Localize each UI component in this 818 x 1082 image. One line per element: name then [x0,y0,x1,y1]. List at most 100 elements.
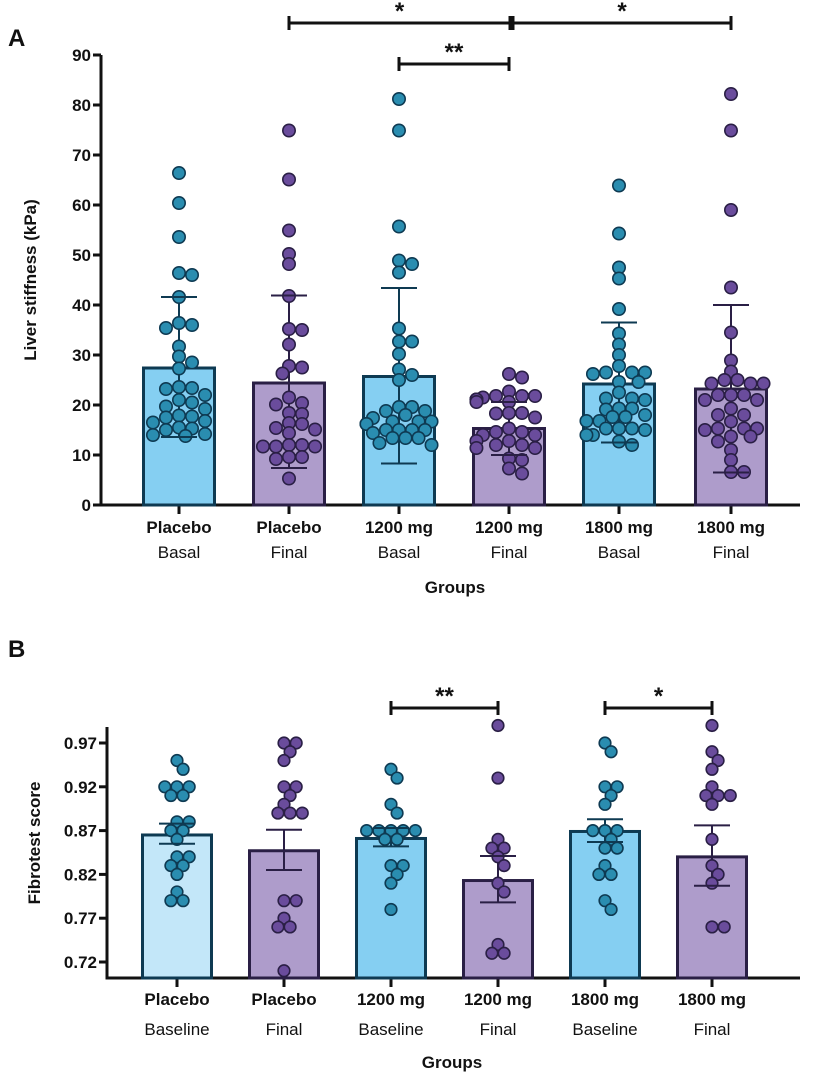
data-point [491,718,505,733]
data-point [398,430,413,445]
data-point [598,894,612,908]
data-point [360,823,374,838]
data-point [497,946,511,960]
data-point [185,355,200,370]
x-tick-sublabel: Final [271,543,308,562]
data-point [723,401,738,416]
data-point [281,449,296,464]
data-point [528,440,543,455]
data-point [185,380,200,395]
data-point [598,421,613,436]
error-bars-a [161,287,749,474]
data-point [378,832,392,846]
y-tick-label: 80 [72,96,91,115]
x-tick-label: 1200 mg [357,990,425,1009]
x-tick-sublabel: Baseline [572,1020,637,1039]
data-point [501,421,516,436]
data-point [743,376,758,391]
data-point [271,920,285,934]
data-point [295,416,310,431]
data-point [391,372,406,387]
data-point [705,797,719,811]
data-point [515,424,530,439]
data-point [281,337,296,352]
data-point [723,429,738,444]
x-tick-label: Placebo [144,990,209,1009]
data-point [618,409,633,424]
data-point [176,894,190,908]
data-point [501,461,516,476]
data-point [176,762,190,776]
y-tick-label: 0.72 [64,953,97,972]
data-point [631,374,646,389]
data-point [611,385,626,400]
data-point [638,365,653,380]
y-tick-label: 0.92 [64,778,97,797]
data-point [497,885,511,899]
data-point [176,788,190,803]
data-point [198,387,213,402]
data-point [289,780,303,794]
x-tick-sublabel: Final [480,1020,517,1039]
y-tick-label: 50 [72,246,91,265]
data-point [384,876,398,890]
x-tick-label: Placebo [251,990,316,1009]
data-point [308,422,323,437]
data-point [610,823,624,838]
data-point [164,823,178,838]
x-tick-label: 1800 mg [678,990,746,1009]
data-point [384,902,398,917]
data-point [411,430,426,445]
x-tick-label: 1200 mg [365,518,433,537]
data-point [385,430,400,445]
data-point [283,745,297,759]
y-tick-label: 70 [72,146,91,165]
data-point [469,394,484,409]
panel-b: B 0.72 0.77 0.82 0.87 0.92 0.97 Placebo Baselin… [8,636,800,1072]
data-point [295,360,310,375]
data-point [172,408,187,423]
data-point [697,422,712,437]
data-point [756,376,771,391]
data-point [501,366,516,381]
data-point [723,123,738,138]
data-point [723,788,737,803]
data-point [723,87,738,102]
data-point [390,771,404,785]
x-axis-title-b: Groups [422,1053,482,1072]
data-point [283,806,297,820]
data-point [390,867,404,882]
x-tick-label: 1800 mg [697,518,765,537]
data-point [723,325,738,340]
data-point [611,226,626,241]
data-point [598,859,612,873]
data-point [281,437,296,452]
data-point [723,203,738,218]
data-point [164,894,178,908]
data-point [586,823,600,838]
data-point [469,440,484,455]
points-a [145,87,771,486]
data-point [277,894,291,908]
data-point [611,178,626,193]
data-point [172,379,187,394]
data-point [488,424,503,439]
data-point [717,920,731,934]
data-point [170,832,184,846]
data-point [275,366,290,381]
data-point [182,780,196,794]
data-point [281,172,296,187]
data-point [730,372,745,387]
data-point [283,920,297,934]
error-bars-b [159,818,730,904]
data-point [172,230,187,245]
data-point [398,407,413,422]
data-point [710,407,725,422]
data-point [515,466,530,481]
data-point [185,409,200,424]
data-point [737,407,752,422]
data-point [515,405,530,420]
data-point [485,946,499,960]
data-point [277,964,291,978]
